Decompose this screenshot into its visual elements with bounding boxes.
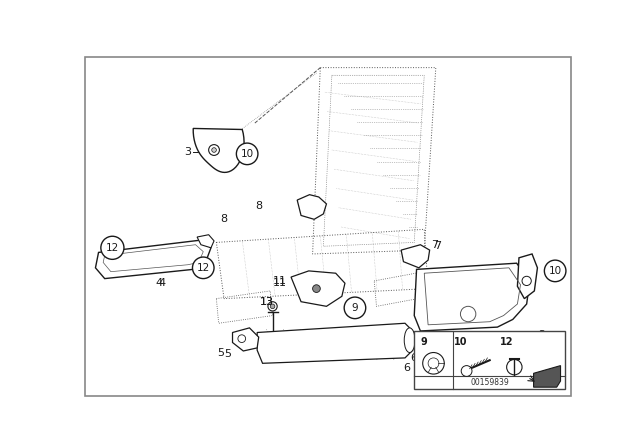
Polygon shape	[232, 328, 259, 351]
Text: 11: 11	[273, 278, 287, 288]
Polygon shape	[197, 235, 214, 248]
Circle shape	[460, 306, 476, 322]
Circle shape	[522, 276, 531, 285]
Text: 12: 12	[196, 263, 210, 273]
Circle shape	[507, 359, 522, 375]
Text: 11: 11	[273, 276, 287, 286]
Text: 10: 10	[241, 149, 253, 159]
Polygon shape	[534, 366, 561, 387]
Circle shape	[270, 304, 275, 309]
Circle shape	[312, 285, 320, 293]
Text: 7: 7	[434, 241, 441, 251]
Polygon shape	[257, 323, 414, 363]
Text: 5: 5	[225, 349, 232, 359]
Circle shape	[268, 302, 277, 311]
Polygon shape	[414, 263, 530, 331]
Text: 6: 6	[403, 363, 410, 373]
Bar	[414, 331, 565, 389]
Text: 4: 4	[155, 278, 162, 288]
Circle shape	[428, 358, 439, 369]
Circle shape	[238, 335, 246, 343]
Text: 4: 4	[159, 278, 166, 288]
Text: 12: 12	[500, 337, 513, 347]
Text: 10: 10	[454, 337, 467, 347]
Circle shape	[236, 143, 258, 165]
Text: 9: 9	[420, 337, 427, 347]
Polygon shape	[517, 254, 538, 299]
Circle shape	[461, 366, 472, 376]
Polygon shape	[297, 195, 326, 220]
Text: 3: 3	[184, 147, 191, 157]
Text: 6: 6	[411, 353, 418, 363]
Text: 7: 7	[431, 240, 438, 250]
Text: 9: 9	[351, 303, 358, 313]
Text: 13: 13	[259, 297, 273, 307]
Text: 2: 2	[538, 330, 545, 340]
Text: 00159839: 00159839	[470, 378, 509, 387]
Circle shape	[193, 257, 214, 279]
Text: 8: 8	[255, 201, 262, 211]
Circle shape	[101, 236, 124, 259]
Circle shape	[212, 148, 216, 152]
Text: 5: 5	[217, 348, 224, 358]
Polygon shape	[401, 245, 429, 268]
Text: 8: 8	[221, 214, 228, 224]
Circle shape	[344, 297, 365, 319]
Ellipse shape	[404, 328, 415, 353]
Circle shape	[209, 145, 220, 155]
Text: 2: 2	[534, 341, 541, 351]
Text: 12: 12	[106, 243, 119, 253]
Polygon shape	[193, 129, 244, 172]
Text: 13: 13	[259, 297, 273, 307]
Text: 10: 10	[548, 266, 562, 276]
Polygon shape	[291, 271, 345, 306]
Text: 1: 1	[477, 332, 484, 342]
Polygon shape	[95, 240, 211, 279]
Circle shape	[422, 353, 444, 374]
Circle shape	[545, 260, 566, 282]
Text: 1: 1	[477, 341, 484, 351]
